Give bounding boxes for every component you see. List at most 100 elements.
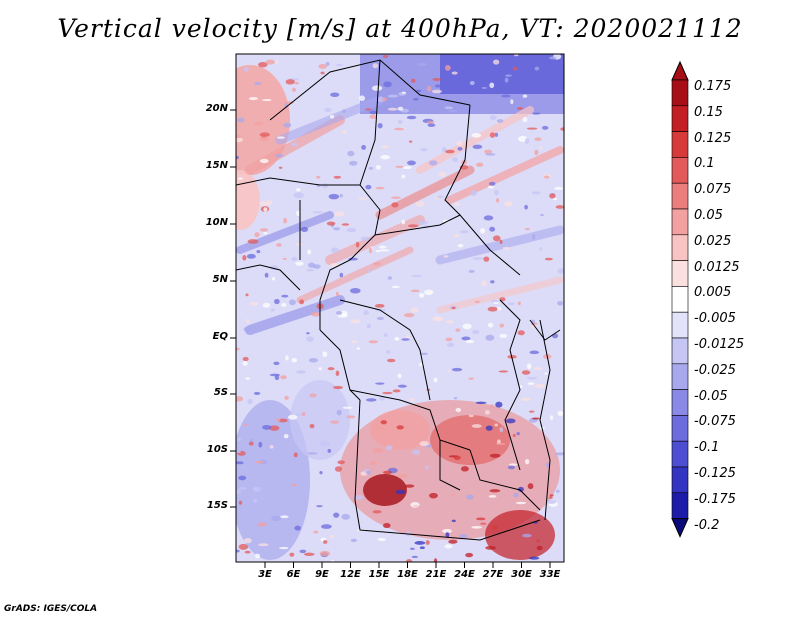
speckle — [407, 224, 419, 228]
speckle — [451, 306, 456, 310]
speckle — [442, 528, 452, 534]
speckle — [307, 249, 312, 255]
speckle — [259, 132, 271, 137]
speckle — [517, 301, 521, 306]
speckle — [526, 376, 538, 380]
speckle — [557, 268, 564, 274]
speckle — [501, 94, 511, 98]
colorbar-swatch — [671, 208, 689, 236]
speckle — [291, 358, 298, 363]
speckle — [534, 383, 546, 389]
colorbar-level-label: -0.075 — [694, 414, 736, 430]
speckle — [532, 417, 540, 420]
speckle — [531, 234, 536, 240]
speckle — [544, 175, 550, 179]
speckle — [236, 437, 242, 441]
speckle — [520, 397, 532, 402]
speckle — [372, 63, 379, 69]
speckle — [237, 487, 247, 490]
speckle — [374, 303, 385, 308]
speckle — [242, 361, 248, 366]
speckle — [254, 461, 265, 464]
speckle — [401, 338, 410, 341]
speckle — [444, 106, 454, 110]
speckle — [257, 522, 268, 527]
speckle — [363, 310, 369, 316]
speckle — [361, 144, 367, 150]
colorbar-level-label: 0.1 — [694, 156, 715, 172]
speckle — [541, 125, 549, 130]
speckle — [289, 552, 295, 557]
speckle — [380, 420, 388, 425]
speckle — [377, 123, 383, 129]
speckle — [416, 89, 422, 93]
speckle — [274, 375, 280, 381]
speckle — [475, 162, 484, 167]
colorbar — [671, 60, 689, 538]
speckle — [242, 254, 247, 261]
speckle — [425, 540, 430, 545]
colorbar-top-arrow — [671, 60, 689, 81]
speckle — [392, 389, 401, 393]
speckle — [489, 114, 497, 121]
speckle — [426, 85, 432, 92]
speckle — [307, 452, 318, 455]
speckle — [321, 183, 329, 189]
speckle — [330, 247, 340, 253]
speckle — [516, 106, 524, 110]
speckle — [471, 424, 482, 428]
speckle — [341, 223, 350, 226]
speckle — [524, 227, 530, 231]
speckle — [294, 81, 299, 85]
speckle — [533, 367, 543, 371]
speckle — [456, 140, 464, 147]
colorbar-level-label: 0.075 — [694, 182, 732, 198]
speckle — [522, 117, 528, 123]
colorbar-swatch — [671, 260, 689, 287]
speckle — [472, 144, 483, 149]
speckle — [368, 340, 379, 344]
speckle — [246, 253, 256, 259]
speckle — [276, 417, 281, 422]
speckle — [394, 336, 400, 341]
speckle — [409, 397, 415, 402]
speckle — [369, 461, 378, 466]
speckle — [236, 137, 243, 143]
speckle — [496, 119, 504, 123]
colorbar-level-label: -0.2 — [694, 517, 720, 533]
speckle — [309, 423, 315, 429]
speckle — [236, 155, 239, 160]
speckle — [284, 101, 295, 105]
speckle — [546, 462, 550, 468]
speckle — [499, 333, 508, 338]
speckle-layer — [236, 54, 564, 562]
speckle — [431, 89, 443, 94]
speckle — [491, 525, 498, 530]
speckle — [237, 450, 241, 453]
colorbar-swatch — [671, 311, 689, 339]
speckle — [433, 377, 438, 383]
speckle — [375, 426, 387, 432]
speckle — [377, 537, 386, 542]
speckle — [299, 299, 305, 305]
speckle — [271, 276, 276, 281]
speckle — [291, 142, 299, 147]
speckle — [375, 186, 385, 190]
speckle — [353, 494, 364, 501]
speckle — [528, 410, 535, 413]
lat-label: EQ — [212, 331, 228, 342]
speckle — [258, 543, 269, 547]
speckle — [244, 537, 252, 544]
colorbar-swatch — [671, 131, 689, 158]
axis-ticks — [230, 109, 551, 568]
speckle — [496, 198, 500, 203]
speckle — [497, 306, 502, 311]
speckle — [243, 66, 249, 72]
speckle — [316, 505, 323, 508]
speckle — [525, 459, 530, 465]
speckle — [312, 211, 324, 214]
speckle — [539, 146, 543, 150]
speckle — [351, 340, 358, 344]
speckle — [425, 465, 429, 470]
speckle — [488, 494, 497, 498]
